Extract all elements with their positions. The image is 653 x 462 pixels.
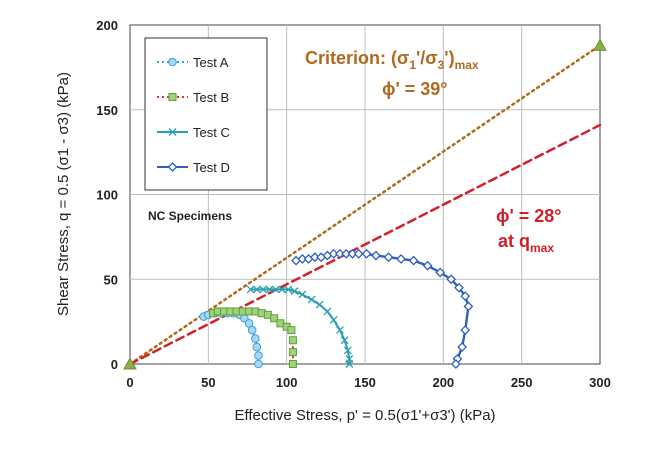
data-point <box>168 128 177 136</box>
reference-lines <box>123 38 607 370</box>
data-point <box>252 285 261 294</box>
data-point <box>422 260 433 271</box>
data-point <box>259 285 268 294</box>
x-tick-label: 250 <box>511 375 533 390</box>
y-axis-label: Shear Stress, q = 0.5 (σ1 - σ3) (kPa) <box>55 72 72 316</box>
x-axis-label: Effective Stress, p' = 0.5(σ1'+σ3') (kPa… <box>234 407 495 424</box>
legend-item: Test C <box>157 125 230 140</box>
data-point <box>290 287 299 296</box>
y-tick-label: 100 <box>96 188 118 203</box>
data-point <box>341 248 352 259</box>
legend-item: Test D <box>157 160 230 175</box>
data-point <box>383 252 394 263</box>
data-point <box>408 255 419 266</box>
data-point <box>463 301 474 312</box>
criterion-line <box>128 44 602 366</box>
data-point <box>254 359 263 369</box>
series-group <box>199 248 474 369</box>
data-point <box>278 285 286 294</box>
data-point <box>254 351 263 360</box>
data-point <box>340 336 349 345</box>
legend: Test A Test B Test C Test D <box>144 37 268 191</box>
data-point <box>460 325 471 336</box>
data-point <box>435 267 446 278</box>
data-point <box>329 315 338 324</box>
data-point <box>252 342 262 352</box>
data-point <box>167 162 178 172</box>
data-point <box>246 285 255 294</box>
at-qmax-label: at qmax <box>498 231 554 255</box>
phi28-label: ϕ' = 28° <box>496 206 562 226</box>
data-point <box>323 307 332 316</box>
y-tick-labels: 0 50 100 150 200 <box>96 18 118 372</box>
data-point <box>454 282 464 293</box>
y-tick-label: 200 <box>96 18 118 33</box>
x-tick-label: 200 <box>432 375 454 390</box>
data-point <box>347 248 358 259</box>
data-point <box>298 290 307 299</box>
nc-specimens-label: NC Specimens <box>148 209 232 223</box>
endpoint-triangle <box>123 356 137 370</box>
legend-item: Test A <box>157 55 229 70</box>
data-point <box>297 253 308 264</box>
endpoint-triangle <box>593 38 607 51</box>
data-point <box>307 295 316 304</box>
series-test-d <box>291 248 474 369</box>
data-point <box>288 336 297 345</box>
data-point <box>168 57 177 67</box>
data-point <box>288 348 297 357</box>
data-point <box>288 360 297 368</box>
legend-label: Test C <box>193 125 230 140</box>
data-point <box>450 359 461 369</box>
series-test-c <box>246 285 354 368</box>
phi39-label: ϕ' = 39° <box>382 79 448 99</box>
x-tick-label: 100 <box>276 375 298 390</box>
data-point <box>271 285 280 294</box>
legend-label: Test D <box>193 160 230 175</box>
data-point <box>315 300 324 309</box>
x-tick-label: 0 <box>126 375 133 390</box>
y-tick-label: 50 <box>104 272 118 287</box>
data-point <box>457 342 468 352</box>
data-point <box>446 274 457 285</box>
data-point <box>251 334 260 343</box>
data-point <box>335 248 345 259</box>
data-point <box>343 346 352 355</box>
data-point <box>265 285 274 294</box>
data-point <box>247 325 257 335</box>
data-point <box>287 326 296 335</box>
x-tick-label: 150 <box>354 375 376 390</box>
y-tick-label: 0 <box>111 357 118 372</box>
data-point <box>335 326 344 335</box>
data-point <box>168 93 177 101</box>
data-point <box>328 248 339 259</box>
series-line <box>250 288 351 364</box>
y-tick-label: 150 <box>96 103 118 118</box>
legend-item: Test B <box>157 90 229 105</box>
x-tick-label: 300 <box>589 375 611 390</box>
data-point <box>284 285 293 294</box>
series-test-b <box>209 307 297 368</box>
data-point <box>345 360 354 368</box>
data-point <box>270 314 279 323</box>
x-tick-labels: 0 50 100 150 200 250 300 <box>126 375 610 390</box>
legend-label: Test B <box>193 90 229 105</box>
data-point <box>309 252 320 263</box>
legend-label: Test A <box>193 55 229 70</box>
data-point <box>361 248 372 259</box>
data-point <box>460 291 471 302</box>
data-point <box>353 248 364 259</box>
x-tick-label: 50 <box>201 375 215 390</box>
data-point <box>244 319 254 328</box>
data-point <box>396 253 406 264</box>
data-point <box>371 250 381 261</box>
criterion-label: Criterion: (σ1'/σ3')max <box>305 48 479 72</box>
phi28-line <box>128 123 602 366</box>
